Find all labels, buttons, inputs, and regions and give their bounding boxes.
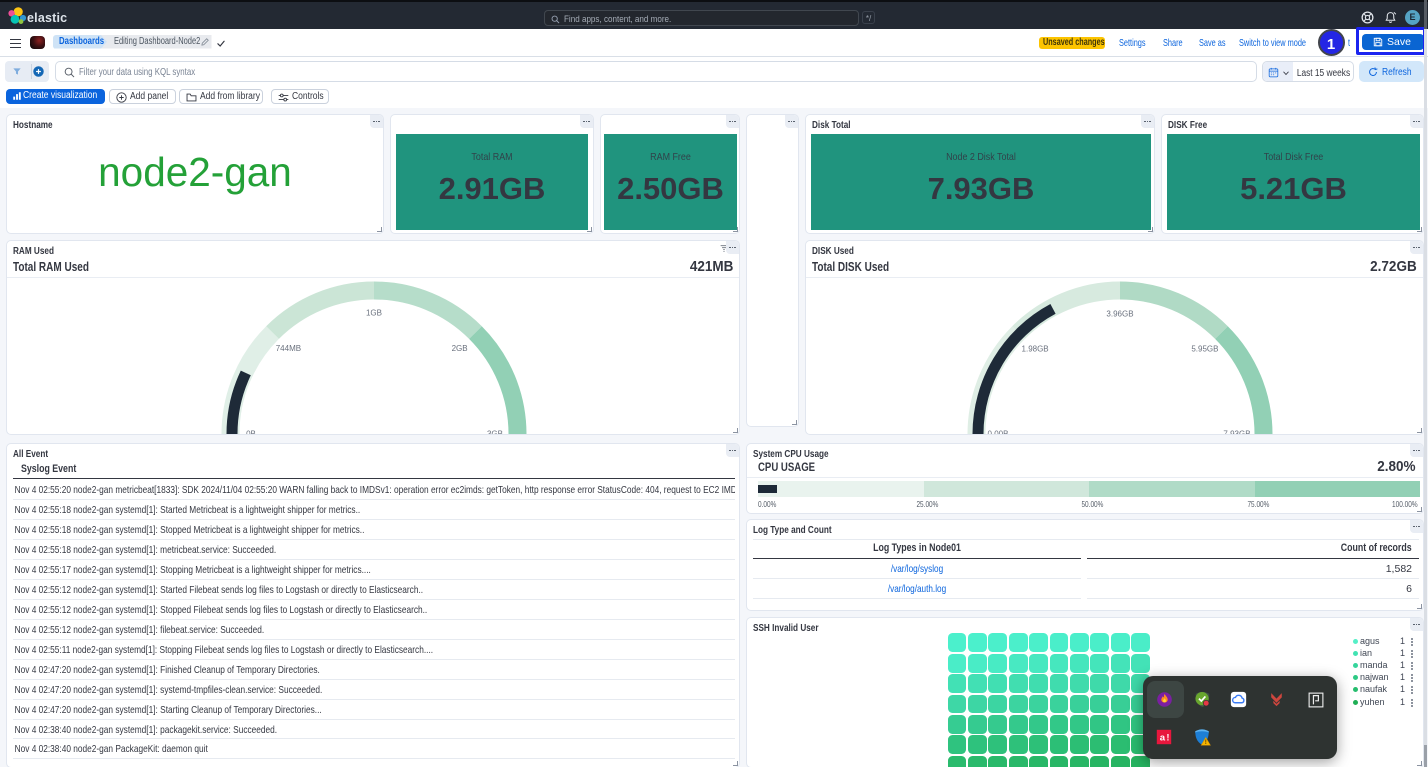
svg-text:a: a — [1160, 732, 1166, 743]
svg-text:3.96GB: 3.96GB — [1106, 310, 1133, 319]
svg-text:0.00B: 0.00B — [988, 430, 1009, 436]
svg-text:!: ! — [1167, 732, 1170, 742]
svg-text:5.95GB: 5.95GB — [1191, 345, 1218, 354]
svg-text:7.93GB: 7.93GB — [1223, 430, 1250, 436]
svg-text:0B: 0B — [246, 430, 256, 436]
svg-text:!: ! — [1204, 739, 1206, 746]
svg-text:3GB: 3GB — [487, 430, 503, 436]
svg-text:1GB: 1GB — [366, 309, 382, 318]
svg-text:1.98GB: 1.98GB — [1022, 345, 1049, 354]
svg-text:744MB: 744MB — [276, 344, 301, 353]
svg-text:2GB: 2GB — [452, 344, 468, 353]
